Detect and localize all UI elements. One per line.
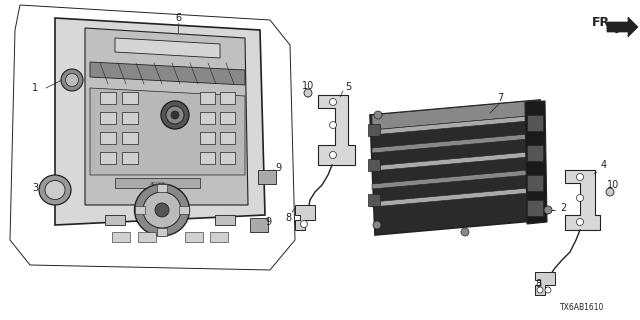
Polygon shape: [565, 170, 600, 230]
Polygon shape: [372, 100, 540, 130]
Ellipse shape: [374, 111, 382, 119]
Ellipse shape: [537, 287, 543, 293]
Ellipse shape: [373, 221, 381, 229]
Ellipse shape: [143, 192, 181, 228]
Text: 9: 9: [265, 217, 271, 227]
Polygon shape: [368, 194, 380, 206]
Ellipse shape: [330, 122, 337, 129]
Polygon shape: [525, 101, 547, 224]
Polygon shape: [372, 133, 540, 153]
Polygon shape: [527, 145, 543, 161]
Polygon shape: [115, 38, 220, 58]
Text: TX6AB1610: TX6AB1610: [560, 303, 604, 313]
Polygon shape: [100, 152, 116, 164]
Ellipse shape: [544, 206, 552, 214]
Polygon shape: [200, 112, 215, 124]
Ellipse shape: [171, 111, 179, 119]
Text: 4: 4: [601, 160, 607, 170]
Text: 1: 1: [32, 83, 38, 93]
Ellipse shape: [39, 175, 71, 205]
Ellipse shape: [301, 220, 307, 228]
Polygon shape: [535, 272, 555, 295]
Text: 7: 7: [497, 93, 503, 103]
Ellipse shape: [545, 287, 551, 293]
Text: 5: 5: [345, 82, 351, 92]
Ellipse shape: [161, 101, 189, 129]
Ellipse shape: [304, 89, 312, 97]
Text: acura: acura: [150, 180, 166, 186]
Polygon shape: [200, 132, 215, 144]
Polygon shape: [157, 228, 167, 236]
Polygon shape: [295, 205, 315, 230]
Ellipse shape: [461, 228, 469, 236]
Ellipse shape: [61, 69, 83, 91]
Polygon shape: [220, 112, 235, 124]
Ellipse shape: [166, 106, 184, 124]
Polygon shape: [100, 112, 116, 124]
Ellipse shape: [330, 151, 337, 158]
Text: 6: 6: [175, 13, 181, 23]
Polygon shape: [368, 159, 380, 171]
Polygon shape: [112, 232, 130, 242]
Polygon shape: [105, 215, 125, 225]
Polygon shape: [372, 169, 540, 189]
Polygon shape: [210, 232, 228, 242]
Polygon shape: [220, 132, 235, 144]
Polygon shape: [90, 62, 245, 85]
Polygon shape: [185, 232, 203, 242]
Polygon shape: [122, 132, 138, 144]
Polygon shape: [90, 88, 245, 175]
Ellipse shape: [155, 203, 169, 217]
Polygon shape: [135, 206, 145, 214]
Text: 10: 10: [607, 180, 619, 190]
Polygon shape: [157, 184, 167, 192]
Text: 10: 10: [302, 81, 314, 91]
Polygon shape: [122, 152, 138, 164]
Ellipse shape: [577, 219, 584, 226]
Polygon shape: [200, 152, 215, 164]
Text: 8: 8: [535, 279, 541, 289]
Polygon shape: [220, 92, 235, 104]
Polygon shape: [372, 151, 540, 171]
Text: 9: 9: [275, 163, 281, 173]
Polygon shape: [55, 18, 265, 225]
Polygon shape: [179, 206, 189, 214]
Polygon shape: [138, 232, 156, 242]
Polygon shape: [215, 215, 235, 225]
Polygon shape: [122, 112, 138, 124]
Polygon shape: [10, 5, 295, 270]
Polygon shape: [258, 170, 276, 184]
Polygon shape: [100, 132, 116, 144]
Polygon shape: [85, 28, 248, 205]
Polygon shape: [115, 178, 200, 188]
Polygon shape: [318, 95, 355, 165]
Text: 2: 2: [560, 203, 566, 213]
Polygon shape: [250, 218, 268, 232]
Ellipse shape: [330, 99, 337, 106]
Ellipse shape: [577, 173, 584, 180]
Polygon shape: [527, 115, 543, 131]
Ellipse shape: [606, 188, 614, 196]
Polygon shape: [370, 100, 545, 235]
Polygon shape: [372, 115, 540, 135]
Ellipse shape: [65, 74, 79, 86]
Ellipse shape: [577, 195, 584, 202]
Text: 8: 8: [285, 213, 291, 223]
Polygon shape: [122, 92, 138, 104]
Ellipse shape: [134, 184, 189, 236]
Polygon shape: [607, 17, 638, 37]
Polygon shape: [220, 152, 235, 164]
Polygon shape: [372, 187, 540, 207]
Polygon shape: [100, 92, 116, 104]
Text: FR.: FR.: [592, 15, 615, 28]
Polygon shape: [527, 200, 543, 216]
Polygon shape: [200, 92, 215, 104]
Ellipse shape: [45, 180, 65, 199]
Text: 3: 3: [32, 183, 38, 193]
Polygon shape: [368, 124, 380, 136]
Polygon shape: [527, 175, 543, 191]
